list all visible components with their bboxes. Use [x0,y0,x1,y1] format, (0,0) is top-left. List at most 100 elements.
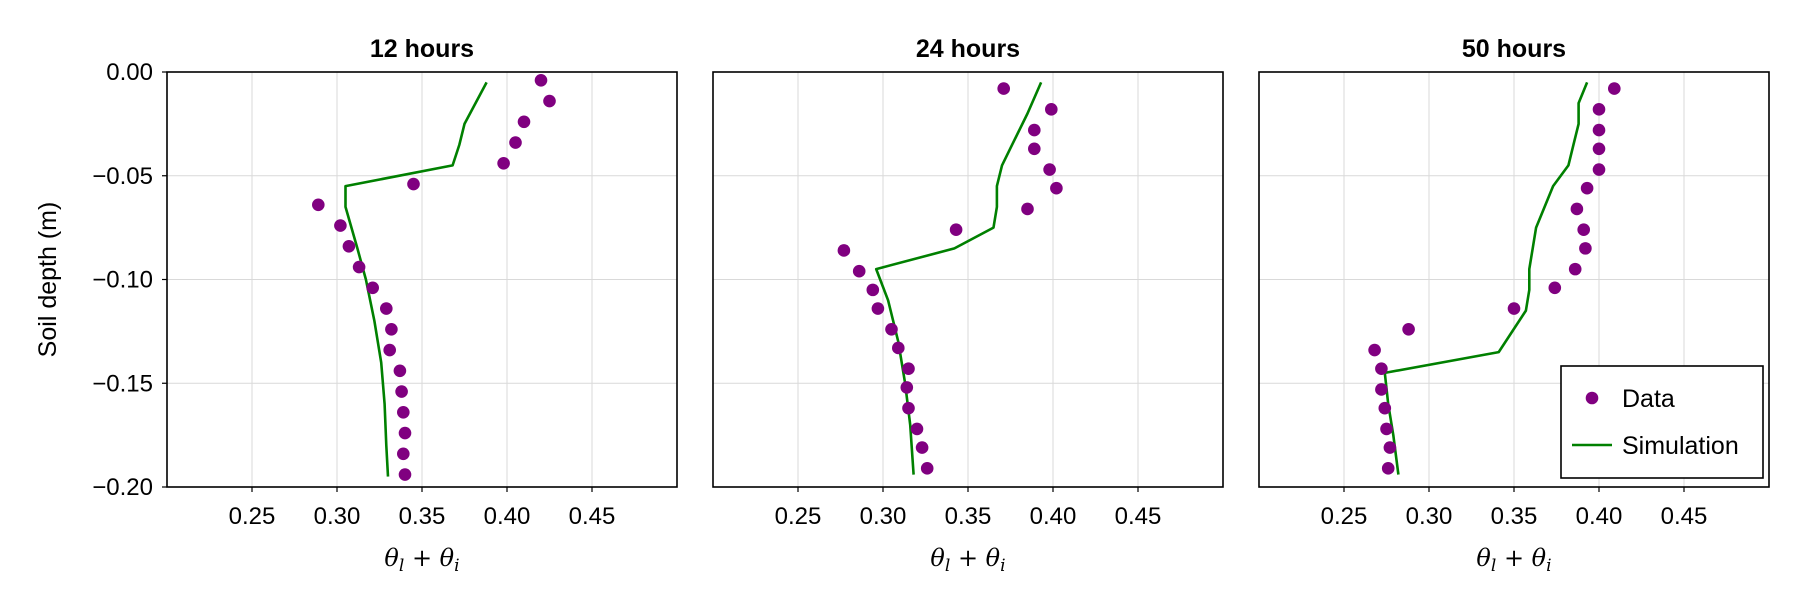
data-point [1402,323,1415,336]
x-axis-label-part: θ [930,544,945,572]
data-point [366,281,380,295]
data-point [1381,462,1395,475]
data-point [1050,181,1063,195]
data-point [397,406,410,419]
legend: Data Simulation [1560,365,1764,479]
x-tick-label: 0.25 [775,503,822,530]
data-point [852,264,866,278]
data-point [334,219,347,232]
data-point [871,302,885,315]
data-point [398,426,412,440]
data-point [1378,401,1392,415]
data-point [1577,223,1590,236]
x-tick-label: 0.30 [860,503,907,530]
data-point [1592,103,1606,116]
data-point [397,447,410,461]
y-tick-label: −0.20 [92,474,153,501]
panel-2: 0.25 0.30 0.35 0.40 0.45 θl + θi 24 hours [712,35,1224,576]
y-tick-label: −0.10 [92,267,153,294]
data-point [1592,163,1606,176]
y-tick-label: 0.00 [106,59,153,86]
data-point [1507,302,1521,315]
data-point [920,462,934,475]
simulation-line [1383,81,1589,475]
data-point [866,283,880,297]
legend-marker-data [1585,391,1599,405]
data-point [1579,242,1592,255]
data-point [1570,202,1584,216]
simulation-line [344,81,488,477]
data-point [1028,123,1041,137]
data-point [837,244,851,257]
x-tick-label: 0.40 [1576,503,1623,530]
data-point [1045,103,1058,116]
data-point [1021,202,1034,216]
data-point [1592,123,1606,137]
x-axis-label-part: + θ [950,544,1000,572]
data-point [885,323,898,336]
x-axis-label-part: + θ [404,544,454,572]
y-tick-label: −0.05 [92,163,153,190]
data-point [1580,181,1594,195]
data-point [902,362,915,376]
x-tick-label: 0.40 [484,503,531,530]
data-point [380,302,393,315]
data-point [534,74,548,87]
x-tick-label: 0.35 [945,503,992,530]
x-axis-label-subscript: l [945,556,950,576]
x-tick-label: 0.25 [1321,503,1368,530]
legend-label-simulation: Simulation [1622,432,1739,460]
x-axis-label-subscript: l [1491,556,1496,576]
legend-box [1560,365,1764,479]
x-axis-label: θl + θi [930,544,1005,576]
data-point [997,82,1010,95]
data-point [1028,142,1041,156]
data-point [543,94,556,108]
data-point [352,260,366,274]
data-point [509,136,522,149]
x-axis-label-subscript: i [1000,556,1005,576]
x-tick-label: 0.35 [1491,503,1538,530]
data-point [1043,163,1056,176]
data-point [1548,281,1562,295]
data-point [1383,441,1397,454]
data-point [1375,383,1388,396]
data-point [497,157,510,170]
panel-3: 0.25 0.30 0.35 0.40 0.45 θl + θi 50 hours Data S… [1258,35,1770,576]
data-point [393,364,407,378]
legend-label-data: Data [1622,385,1675,413]
x-axis-label-subscript: i [1546,556,1551,576]
data-point [1380,422,1393,436]
x-axis-label: θl + θi [384,544,459,576]
data-point [910,422,924,436]
data-point [517,115,531,129]
x-tick-label: 0.30 [314,503,361,530]
data-point [395,385,408,398]
data-point [915,441,929,454]
x-tick-label: 0.45 [569,503,616,530]
panel-title: 50 hours [1462,35,1566,63]
x-axis-label: θl + θi [1476,544,1551,576]
data-point [398,468,412,481]
x-axis-label-part: θ [1476,544,1491,572]
x-tick-label: 0.40 [1030,503,1077,530]
panel-title: 24 hours [916,35,1020,63]
panel-1: 0.25 0.30 0.35 0.40 0.45 θl + θi 12 hours 0.00 −… [34,35,678,576]
x-tick-label: 0.30 [1406,503,1453,530]
x-tick-label: 0.45 [1115,503,1162,530]
y-tick-label: −0.15 [92,370,153,397]
x-axis-label-subscript: i [454,556,459,576]
data-point [1368,343,1381,357]
x-axis-label-part: θ [384,544,399,572]
data-point [892,341,905,355]
data-point [902,401,915,415]
data-point [949,223,963,236]
data-point [407,177,420,191]
x-axis-label-part: + θ [1496,544,1546,572]
data-point [1592,142,1606,156]
data-point [1608,82,1621,95]
data-point [383,343,397,357]
panel-title: 12 hours [370,35,474,63]
